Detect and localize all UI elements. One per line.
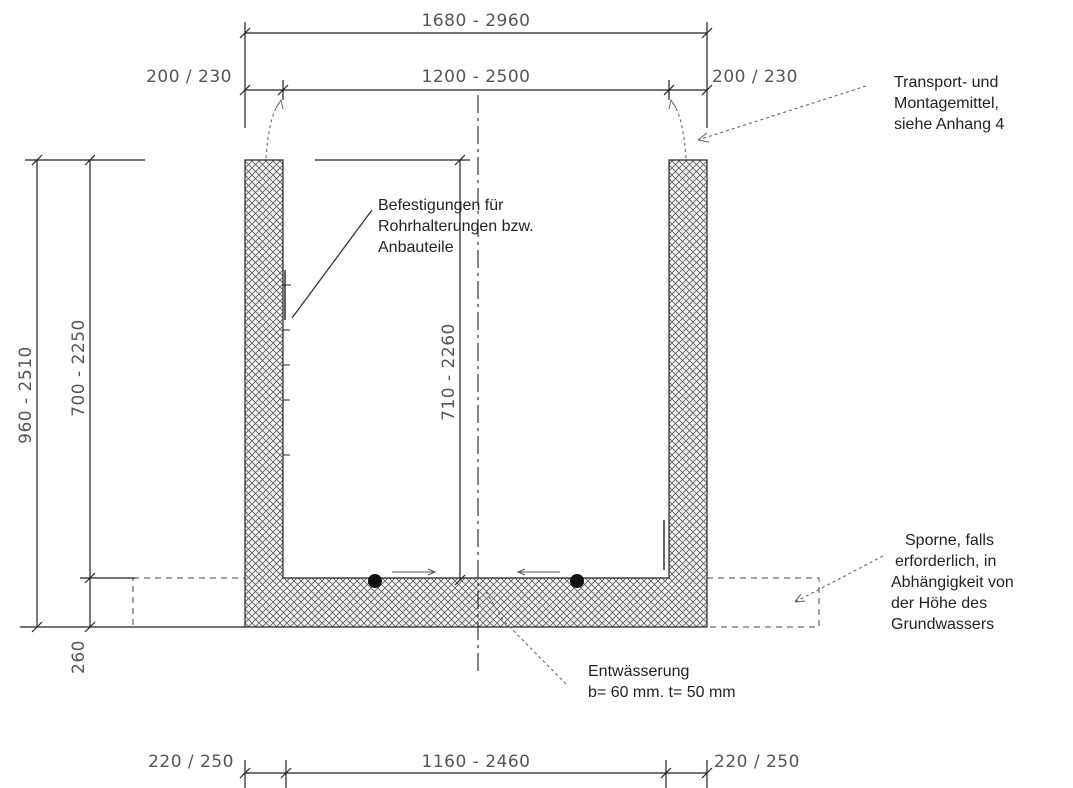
drain-point-left xyxy=(368,574,382,588)
fastening-marks xyxy=(283,270,665,570)
height-inner-dim-text: 710 - 2260 xyxy=(439,323,459,421)
base-height-dim-text: 260 xyxy=(69,640,89,674)
top-inner-dim-text: 1200 - 2500 xyxy=(422,67,531,87)
height-total-dim-text: 960 - 2510 xyxy=(16,346,36,444)
right-spur-outline xyxy=(706,577,820,628)
top-left-wall-dim-text: 200 / 230 xyxy=(146,67,232,87)
bottom-right-wall-dim-text: 220 / 250 xyxy=(714,752,800,772)
top-overall-dim-text: 1680 - 2960 xyxy=(422,11,531,31)
left-height-dimensions xyxy=(20,154,245,633)
drain-point-right xyxy=(570,574,584,588)
fastenings-note: Befestigungen für Rohrhalterungen bzw. A… xyxy=(378,197,538,256)
height-wall-dim-text: 700 - 2250 xyxy=(69,319,89,417)
top-inner-dimension xyxy=(239,80,713,100)
drainage-note: Entwässerung b= 60 mm. t= 50 mm xyxy=(588,663,736,701)
fastenings-leader xyxy=(291,209,373,319)
transport-note: Transport- und Montagemittel, siehe Anha… xyxy=(894,74,1004,133)
transport-arrow-right xyxy=(670,99,687,159)
left-spur-outline xyxy=(132,577,246,628)
spurs-note: Sporne, falls erforderlich, in Abhängigk… xyxy=(891,532,1018,633)
top-overall-dimension xyxy=(239,22,713,128)
top-right-wall-dim-text: 200 / 230 xyxy=(712,67,798,87)
spurs-leader xyxy=(794,555,884,603)
bottom-left-wall-dim-text: 220 / 250 xyxy=(148,752,234,772)
bottom-dimension xyxy=(239,760,713,788)
bottom-inner-dim-text: 1160 - 2460 xyxy=(422,752,531,772)
u-channel-section xyxy=(244,159,708,628)
flow-arrow-right xyxy=(516,568,560,576)
flow-arrow-left xyxy=(392,568,437,576)
transport-arrow-left xyxy=(265,99,282,159)
transport-leader xyxy=(697,85,867,141)
